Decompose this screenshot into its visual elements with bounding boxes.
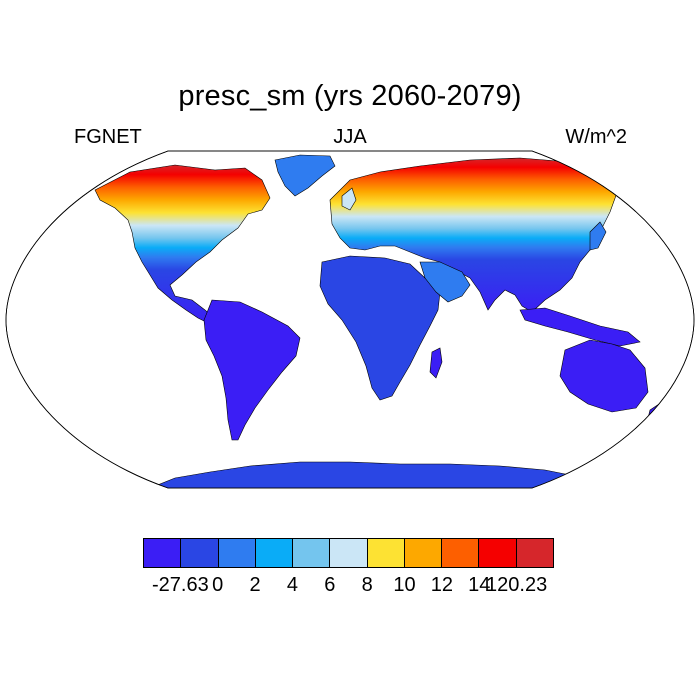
colorbar-swatch-9 xyxy=(479,539,517,567)
colorbar-swatch-4 xyxy=(293,539,331,567)
colorbar-label: 120.23 xyxy=(486,574,548,596)
madagascar xyxy=(429,347,443,379)
colorbar-label: 2 xyxy=(249,574,261,596)
subtitle-model: FGNET xyxy=(74,126,142,148)
greenland xyxy=(274,154,336,197)
australia xyxy=(559,339,649,413)
colorbar-swatch-8 xyxy=(442,539,480,567)
colorbar-swatch-1 xyxy=(181,539,219,567)
colorbar-label: -27.63 xyxy=(152,574,209,596)
africa xyxy=(319,255,441,401)
colorbar-swatch-2 xyxy=(218,539,256,567)
colorbar-swatch-5 xyxy=(330,539,368,567)
south-america xyxy=(203,299,301,441)
colorbar-label: 10 xyxy=(393,574,416,596)
map-title: presc_sm (yrs 2060-2079) xyxy=(178,80,522,112)
colorbar-ticks: -27.63 0 2 4 6 8 10 12 14 120.23 xyxy=(0,574,700,604)
indonesia xyxy=(519,307,641,347)
colorbar-label: 12 xyxy=(430,574,454,596)
north-america xyxy=(94,164,271,325)
subtitle-units: W/m^2 xyxy=(565,126,627,148)
colorbar-swatch-10 xyxy=(516,539,553,567)
eurasia xyxy=(329,157,619,313)
arabian-peninsula xyxy=(419,261,471,303)
japan xyxy=(589,221,607,251)
british-isles xyxy=(341,187,357,211)
subtitle-season: JJA xyxy=(333,126,367,148)
colorbar xyxy=(143,538,554,568)
colorbar-label: 8 xyxy=(361,574,373,596)
colorbar-swatch-7 xyxy=(404,539,443,567)
colorbar-label: 4 xyxy=(286,574,299,596)
colorbar-label: 0 xyxy=(212,574,224,596)
colorbar-swatch-3 xyxy=(255,539,294,567)
colorbar-swatch-0 xyxy=(144,539,182,567)
colorbar-swatch-6 xyxy=(367,539,405,567)
colorbar-label: 6 xyxy=(324,574,336,596)
colorbar-label: 14 xyxy=(468,574,491,596)
